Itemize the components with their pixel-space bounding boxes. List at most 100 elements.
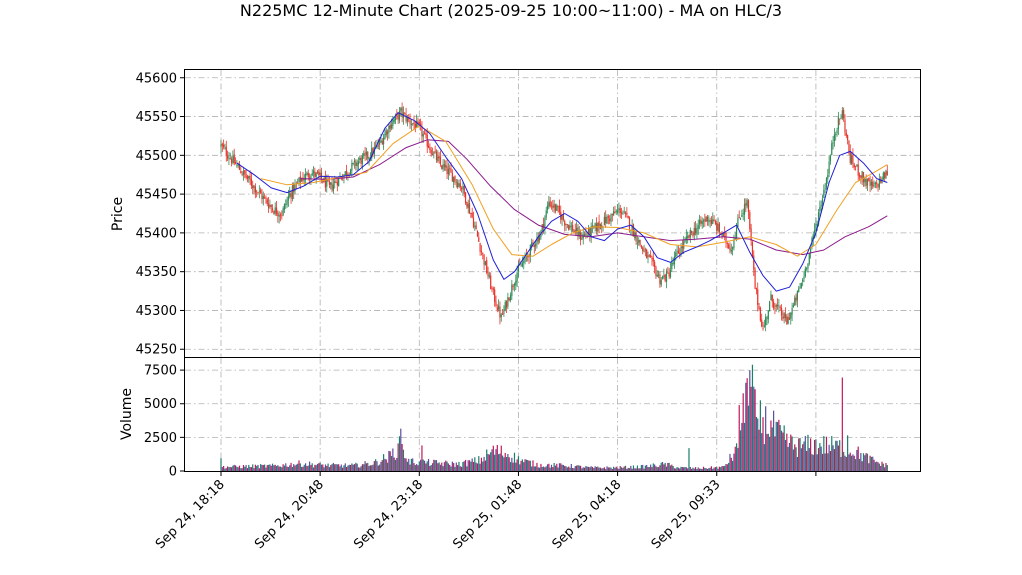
volume-bar xyxy=(339,466,341,471)
volume-bar xyxy=(273,465,275,471)
volume-bar xyxy=(302,466,304,471)
volume-bar xyxy=(835,440,837,471)
candle-body xyxy=(453,177,455,183)
candle-body xyxy=(845,132,847,136)
candle-body xyxy=(302,177,304,182)
candle-body xyxy=(421,126,423,137)
volume-bar xyxy=(464,459,467,471)
volume-bar xyxy=(868,463,870,471)
candle-body xyxy=(732,247,734,250)
candle-body xyxy=(434,151,436,152)
candle-body xyxy=(700,220,702,224)
volume-bar xyxy=(774,436,776,471)
candle-body xyxy=(631,225,633,231)
volume-bar xyxy=(277,465,279,471)
candle-body xyxy=(847,135,849,140)
volume-bar xyxy=(885,463,887,471)
candle-body xyxy=(336,181,338,186)
volume-bar xyxy=(513,452,516,471)
candle-body xyxy=(371,148,373,159)
candle-body xyxy=(886,171,888,176)
candle-body xyxy=(515,280,517,286)
volume-bar xyxy=(532,460,534,471)
volume-bar xyxy=(701,468,703,471)
volume-bar xyxy=(675,468,677,471)
volume-bar xyxy=(569,467,571,471)
candle-body xyxy=(265,197,267,199)
volume-bar xyxy=(828,444,830,471)
candle-body xyxy=(443,164,446,167)
volume-bar xyxy=(320,464,323,471)
volume-bar xyxy=(269,464,271,471)
candle-body xyxy=(505,301,508,308)
volume-bar xyxy=(501,455,504,471)
candle-body xyxy=(589,228,591,236)
candle-body xyxy=(425,133,427,136)
volume-bar xyxy=(241,468,243,471)
candle-body xyxy=(675,252,677,257)
volume-bar xyxy=(508,457,510,471)
volume-bar xyxy=(632,465,635,471)
volume-bar xyxy=(710,466,713,471)
volume-bar xyxy=(227,466,229,471)
candle-body xyxy=(884,172,886,179)
volume-bar xyxy=(598,467,600,471)
volume-bar xyxy=(606,466,608,471)
candle-body xyxy=(843,110,845,119)
candle-body xyxy=(475,225,477,230)
volume-bar xyxy=(865,453,867,471)
candle-body xyxy=(651,257,653,259)
volume-bar xyxy=(546,464,549,471)
candle-body xyxy=(227,155,229,159)
candle-body xyxy=(492,288,494,290)
volume-bar xyxy=(844,455,846,471)
candle-body xyxy=(741,214,743,217)
volume-bar xyxy=(250,467,253,471)
volume-bar xyxy=(335,464,337,471)
candle-body xyxy=(701,221,703,225)
volume-bar xyxy=(249,466,251,471)
candle-body xyxy=(618,208,620,210)
volume-bar xyxy=(792,449,795,471)
volume-bar xyxy=(845,456,847,471)
volume-bar xyxy=(240,468,242,471)
candle-body xyxy=(590,226,592,237)
price-grid xyxy=(185,70,920,357)
volume-y-tick-label: 2500 xyxy=(144,431,177,446)
candle-body xyxy=(269,205,271,207)
volume-bar xyxy=(870,456,873,471)
candle-body xyxy=(299,176,301,183)
volume-bar xyxy=(683,467,685,471)
candle-body xyxy=(471,212,473,218)
volume-bar xyxy=(453,463,455,471)
volume-bar xyxy=(766,433,768,471)
volume-bar xyxy=(619,466,621,471)
volume-bar xyxy=(627,467,629,471)
candle-body xyxy=(671,262,673,270)
volume-bar xyxy=(862,453,865,471)
volume-bar xyxy=(379,464,381,471)
candle-body xyxy=(422,134,424,137)
candle-body xyxy=(882,172,884,180)
volume-bar xyxy=(490,452,492,471)
price-y-tick-label: 45350 xyxy=(136,265,177,280)
volume-bar xyxy=(881,461,883,471)
volume-bar xyxy=(447,463,449,471)
volume-bar xyxy=(544,467,546,471)
volume-bar xyxy=(364,461,366,471)
volume-bar xyxy=(314,464,316,471)
candle-body xyxy=(554,204,557,211)
candle-body xyxy=(849,151,851,163)
candle-body xyxy=(626,212,628,215)
volume-bar xyxy=(503,457,505,471)
volume-bar xyxy=(730,457,732,471)
candle-body xyxy=(739,218,742,220)
volume-bar xyxy=(677,467,680,471)
volume-bar xyxy=(673,468,676,471)
volume-bar xyxy=(795,447,797,471)
volume-bar xyxy=(772,410,775,471)
candle-body xyxy=(763,325,765,327)
candle-body xyxy=(689,229,691,238)
volume-bar xyxy=(319,462,321,471)
candle-body xyxy=(271,208,274,210)
